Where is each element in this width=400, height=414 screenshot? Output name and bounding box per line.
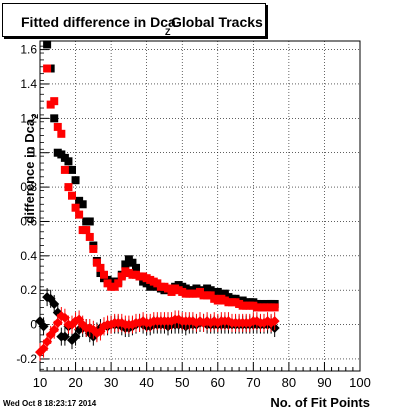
- tick-labels: 10 20 30 40 50 60 70 80 90 100 -0.2 0 0.2 0.4 0.6 0.8 1 1…: [16, 43, 371, 390]
- x-tick-label: 80: [282, 375, 296, 390]
- y-tick-label: 0.8: [20, 180, 37, 194]
- y-axis-label: difference in DcaZ: [22, 104, 40, 234]
- data-point: [269, 316, 280, 327]
- data-point: [50, 97, 59, 106]
- series-black-square: [43, 40, 279, 310]
- series-red-diamond: [35, 307, 280, 362]
- data-point: [82, 226, 91, 235]
- data-point: [64, 183, 73, 192]
- data-point: [43, 40, 52, 49]
- data-point: [59, 331, 70, 342]
- data-point: [56, 311, 67, 321]
- data-point: [49, 324, 60, 335]
- x-tick-label: 30: [104, 375, 118, 390]
- data-point: [49, 298, 60, 309]
- data-point: [100, 270, 108, 279]
- data-point: [128, 258, 137, 267]
- data-point: [50, 114, 59, 123]
- data-point: [59, 312, 70, 323]
- x-tick-label: 100: [349, 375, 371, 390]
- y-tick-label: 0.2: [20, 283, 37, 297]
- data-point: [117, 272, 126, 281]
- x-tick-label: 50: [175, 375, 189, 390]
- data-point: [38, 321, 49, 332]
- data-point: [85, 217, 94, 226]
- grid-lines: [40, 41, 360, 371]
- data-point: [57, 129, 66, 138]
- y-tick-label: 1.2: [20, 111, 37, 125]
- y-axis-label-subscript: Z: [30, 113, 40, 119]
- axis-ticks: [39, 45, 361, 371]
- data-point: [64, 157, 73, 166]
- data-point: [42, 336, 53, 347]
- timestamp: Wed Oct 8 18:23:17 2014: [3, 399, 97, 408]
- data-series: [35, 40, 280, 362]
- data-point: [70, 331, 81, 342]
- chart-title-subscript: Z: [165, 27, 171, 37]
- y-tick-label: -0.2: [16, 352, 37, 366]
- y-tick-label: 0: [30, 318, 37, 332]
- y-tick-label: 1.6: [20, 43, 37, 57]
- data-point: [68, 165, 76, 174]
- x-tick-label: 40: [139, 375, 153, 390]
- x-axis-label: No. of Fit Points: [270, 395, 370, 410]
- data-point: [75, 210, 84, 219]
- chart-title: Fitted difference in Dca: [21, 14, 176, 30]
- chart-title-tail: Global Tracks: [171, 14, 263, 30]
- data-point: [38, 343, 49, 354]
- data-point: [114, 279, 123, 288]
- x-tick-label: 20: [68, 375, 82, 390]
- data-point: [121, 260, 130, 269]
- x-tick-label: 70: [246, 375, 260, 390]
- series-red-square: [43, 64, 279, 312]
- y-tick-label: 1: [30, 146, 37, 160]
- y-tick-label: 0.4: [20, 249, 37, 263]
- data-point: [132, 263, 140, 272]
- plot-frame: [39, 40, 361, 372]
- chart-title-box: Fitted difference in Dca Z Global Tracks: [2, 3, 266, 37]
- data-point: [43, 64, 52, 73]
- x-tick-label: 10: [33, 375, 47, 390]
- y-axis-label-text: difference in Dca: [22, 118, 38, 224]
- x-tick-label: 90: [317, 375, 331, 390]
- x-tick-label: 60: [211, 375, 225, 390]
- data-point: [71, 203, 80, 212]
- data-point: [96, 263, 105, 272]
- data-point: [60, 165, 69, 174]
- y-tick-label: 1.4: [20, 77, 37, 91]
- data-point: [71, 176, 80, 185]
- data-point: [68, 191, 76, 200]
- data-point: [89, 244, 98, 253]
- data-point: [53, 122, 62, 131]
- data-point: [270, 303, 279, 312]
- y-tick-label: 0.6: [20, 214, 37, 228]
- data-point: [85, 232, 94, 241]
- data-point: [52, 317, 63, 328]
- data-point: [78, 200, 87, 209]
- data-point: [92, 258, 101, 267]
